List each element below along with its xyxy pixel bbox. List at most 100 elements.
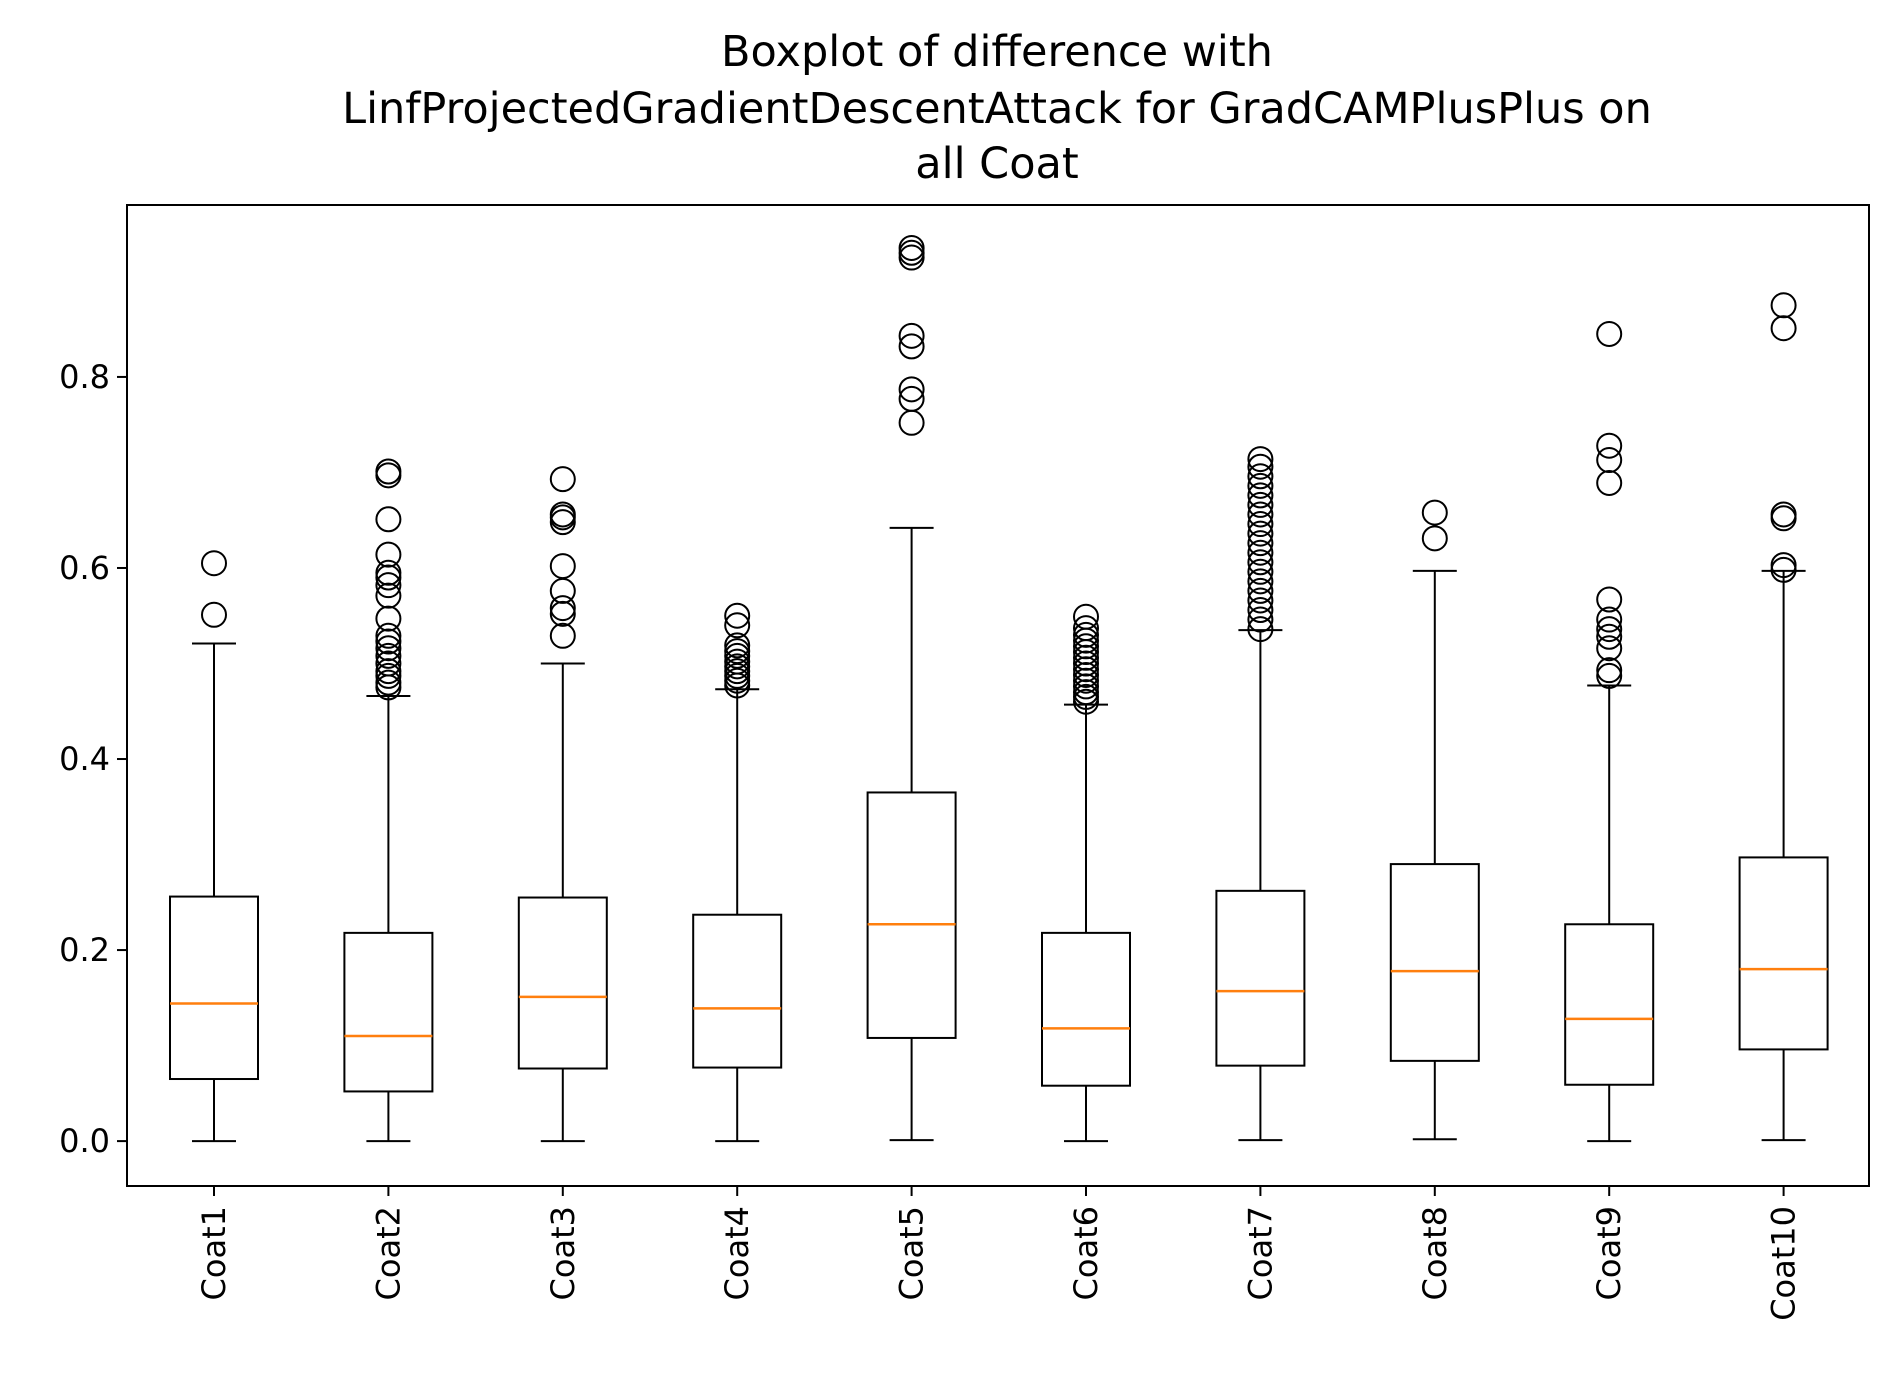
outlier-point [1247, 453, 1274, 480]
outlier-point [375, 559, 402, 586]
chart-title-line-2: LinfProjectedGradientDescentAttack for G… [342, 84, 1652, 134]
outlier-point [1596, 320, 1623, 347]
outlier-point [1596, 616, 1623, 643]
outlier-point [1596, 586, 1623, 613]
outlier-point [724, 638, 751, 665]
outlier-point [1247, 549, 1274, 576]
outlier-point [201, 601, 227, 628]
iqr-box [1564, 923, 1655, 1086]
outlier-point [724, 632, 751, 659]
x-tick-label: Coat5 [893, 1206, 931, 1300]
outlier-point [1770, 501, 1797, 528]
outlier-point [724, 602, 751, 629]
outlier-point [1073, 603, 1099, 630]
outlier-point [375, 642, 402, 669]
outlier-point [375, 622, 402, 649]
box-coat4 [692, 602, 783, 1143]
x-tick-label: Coat4 [718, 1206, 756, 1300]
iqr-box [343, 931, 434, 1093]
outlier-point [1247, 482, 1274, 509]
outlier-point [375, 541, 402, 568]
outlier-point [898, 322, 925, 349]
y-tick-label: 0.0 [59, 1122, 110, 1160]
outlier-point [549, 595, 576, 622]
outlier-point [1421, 525, 1448, 552]
outlier-point [1073, 679, 1099, 706]
outlier-point [1421, 499, 1448, 526]
outlier-point [1247, 446, 1274, 473]
outlier-point [549, 553, 576, 580]
outlier-point [1247, 616, 1274, 643]
y-axis: 0.0 0.2 0.4 0.6 0.8 [59, 358, 127, 1160]
outlier-point [1596, 623, 1623, 650]
outlier-point [375, 572, 402, 599]
box-coat3 [517, 466, 608, 1143]
outlier-point [375, 669, 402, 696]
outlier-point [898, 385, 925, 412]
x-tick-label: Coat6 [1067, 1206, 1105, 1300]
x-tick-label: Coat7 [1241, 1206, 1279, 1300]
x-tick-label: Coat1 [195, 1206, 233, 1300]
outlier-point [1073, 621, 1099, 648]
outlier-point [898, 239, 925, 266]
outlier-point [1770, 315, 1797, 342]
outlier-point [375, 658, 402, 685]
y-tick-label: 0.2 [59, 931, 110, 969]
outlier-point [1073, 615, 1099, 642]
box-coat9 [1564, 320, 1655, 1143]
outlier-point [1247, 539, 1274, 566]
iqr-box [169, 895, 259, 1081]
outlier-point [724, 612, 751, 639]
outlier-point [1073, 667, 1099, 694]
outlier-point [201, 550, 227, 577]
outlier-point [1247, 530, 1274, 557]
outlier-point [375, 635, 402, 662]
outlier-point [1770, 292, 1797, 319]
iqr-box [1215, 889, 1306, 1067]
box-coat2 [343, 458, 434, 1143]
iqr-box [866, 791, 957, 1039]
outlier-point [898, 409, 925, 436]
outlier-point [1596, 469, 1623, 496]
y-tick-label: 0.6 [59, 549, 110, 587]
outlier-point [375, 506, 402, 533]
outlier-point [375, 582, 402, 609]
outlier-point [1596, 606, 1623, 633]
outlier-point [549, 501, 576, 528]
chart-title-line-3: all Coat [915, 139, 1078, 189]
outlier-point [1247, 558, 1274, 585]
outlier-point [1247, 587, 1274, 614]
outlier-point [375, 458, 402, 485]
plot-area [169, 234, 1829, 1143]
outlier-point [1247, 520, 1274, 547]
box-coat6 [1041, 603, 1131, 1143]
outlier-point [1247, 472, 1274, 499]
outlier-point [1247, 501, 1274, 528]
outlier-point [1247, 597, 1274, 624]
outlier-point [549, 466, 576, 493]
outlier-point [1073, 644, 1099, 671]
box-coat7 [1215, 446, 1306, 1142]
x-tick-label: Coat3 [544, 1206, 582, 1300]
y-tick-label: 0.8 [59, 358, 110, 396]
x-axis: Coat1 Coat2 Coat3 Coat4 Coat5 Coat6 Coat7 Coat8… [195, 1186, 1803, 1321]
x-tick-label: Coat2 [369, 1206, 407, 1300]
iqr-box [692, 913, 783, 1069]
outlier-point [1596, 635, 1623, 662]
y-tick-label: 0.4 [59, 740, 110, 778]
outlier-point [1247, 463, 1274, 490]
outlier-point [549, 577, 576, 604]
outlier-point [1073, 656, 1099, 683]
outlier-point [898, 234, 925, 261]
outlier-point [1073, 650, 1099, 677]
outlier-point [1247, 568, 1274, 595]
box-coat8 [1389, 499, 1480, 1141]
outlier-point [375, 605, 402, 632]
outlier-point [549, 622, 576, 649]
x-tick-label: Coat8 [1416, 1206, 1454, 1300]
box-coat5 [866, 234, 957, 1142]
outlier-point [1247, 511, 1274, 538]
outlier-point [1247, 606, 1274, 633]
